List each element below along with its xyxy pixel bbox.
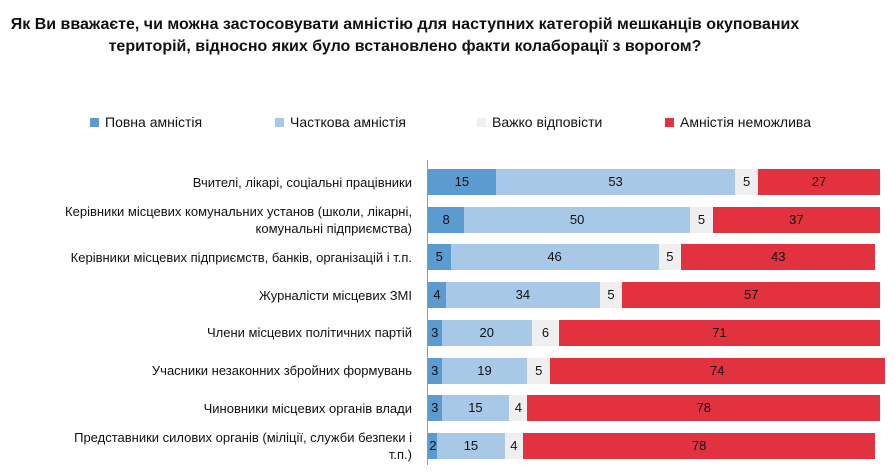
value-label: 78 [696,400,711,416]
bar-segment [428,357,442,384]
bar-segment [527,395,880,422]
value-label: 27 [811,174,827,189]
value-label: 8 [442,211,450,227]
value-label: 6 [541,324,550,340]
legend-item: Часткова амністія [275,114,406,130]
category-label: Учасники незаконних збройних формувань [151,363,412,378]
bar-segment [690,206,713,233]
category-label: Члени місцевих політичних партій [207,325,412,341]
bar-segment [712,206,880,233]
value-label: 4 [510,437,518,453]
legend-label: Повна амністія [105,114,203,130]
bar-segment [428,319,442,346]
legend-label: Часткова амністія [290,114,406,130]
category-label: Журналісти місцевих ЗМІ [258,287,412,303]
bar-segment [735,169,758,195]
value-label: 71 [712,324,727,340]
bar-segment [428,206,465,233]
bar-segment [509,395,528,422]
value-label: 50 [569,211,585,227]
category-label: Керівники місцевих підприємств, банків, … [70,249,412,265]
value-label: 43 [771,249,786,265]
value-label: 5 [743,174,751,189]
value-label: 5 [535,362,543,378]
category-label: Чиновники місцевих органів влади [203,400,412,416]
bar-segment [428,432,438,459]
chart-title: Як Ви вважаєте, чи можна застосовувати а… [10,16,800,55]
value-label: 4 [433,287,441,303]
bar-segment [527,357,551,384]
bar-segment [446,282,600,309]
value-label: 5 [697,211,706,227]
bar-segment [428,395,442,422]
bar-segment [504,432,523,459]
bar-segment [599,282,623,309]
value-label: 15 [468,400,483,416]
value-label: 3 [431,324,439,340]
value-label: 15 [454,174,470,189]
value-label: 74 [710,362,725,378]
value-label: 78 [691,437,707,453]
axis-line [427,160,428,465]
value-label: 5 [666,249,674,265]
legend-item: Важко відповісти [477,114,602,130]
bar-segment [531,319,560,346]
category-label: Керівники місцевих комунальних установ (… [65,203,412,236]
value-label: 15 [463,437,479,453]
legend-item: Амністія неможлива [665,114,811,130]
bar-segment [428,244,451,271]
value-label: 53 [608,174,623,189]
value-label: 19 [477,362,492,378]
value-label: 3 [431,400,439,416]
bar-segment [757,169,880,195]
bar-segment [622,282,880,309]
bar-segment [441,357,528,384]
bar-segment [522,432,876,459]
category-label: Представники силових органів (міліції, с… [74,429,412,462]
value-label: 5 [607,287,615,303]
legend-swatch [90,118,99,127]
value-label: 5 [435,249,443,265]
value-label: 57 [743,287,759,303]
value-label: 4 [514,400,523,416]
bar-segment [550,357,885,384]
value-label: 3 [431,362,439,378]
value-label: 2 [429,437,437,453]
legend-swatch [665,118,674,127]
bar-segment [437,432,505,459]
bar-segment [441,395,510,422]
bar-segment [681,244,876,271]
legend-label: Важко відповісти [492,114,603,130]
bar-segment [559,319,880,346]
bar-segment [450,244,659,271]
value-label: 34 [515,287,531,303]
bar-segment [495,169,736,195]
value-label: 20 [479,324,494,340]
legend-swatch [477,118,486,127]
legend-swatch [275,118,284,127]
bar-segment [441,319,532,346]
bar-segment [464,206,691,233]
category-label: Вчителі, лікарі, соціальні працівники [192,174,412,190]
legend-label: Амністія неможлива [680,114,811,130]
value-label: 37 [789,211,804,227]
legend-item: Повна амністія [90,114,202,130]
bar-segment [428,282,447,309]
bar-segment [428,169,496,195]
value-label: 46 [547,249,562,265]
bar-segment [658,244,682,271]
